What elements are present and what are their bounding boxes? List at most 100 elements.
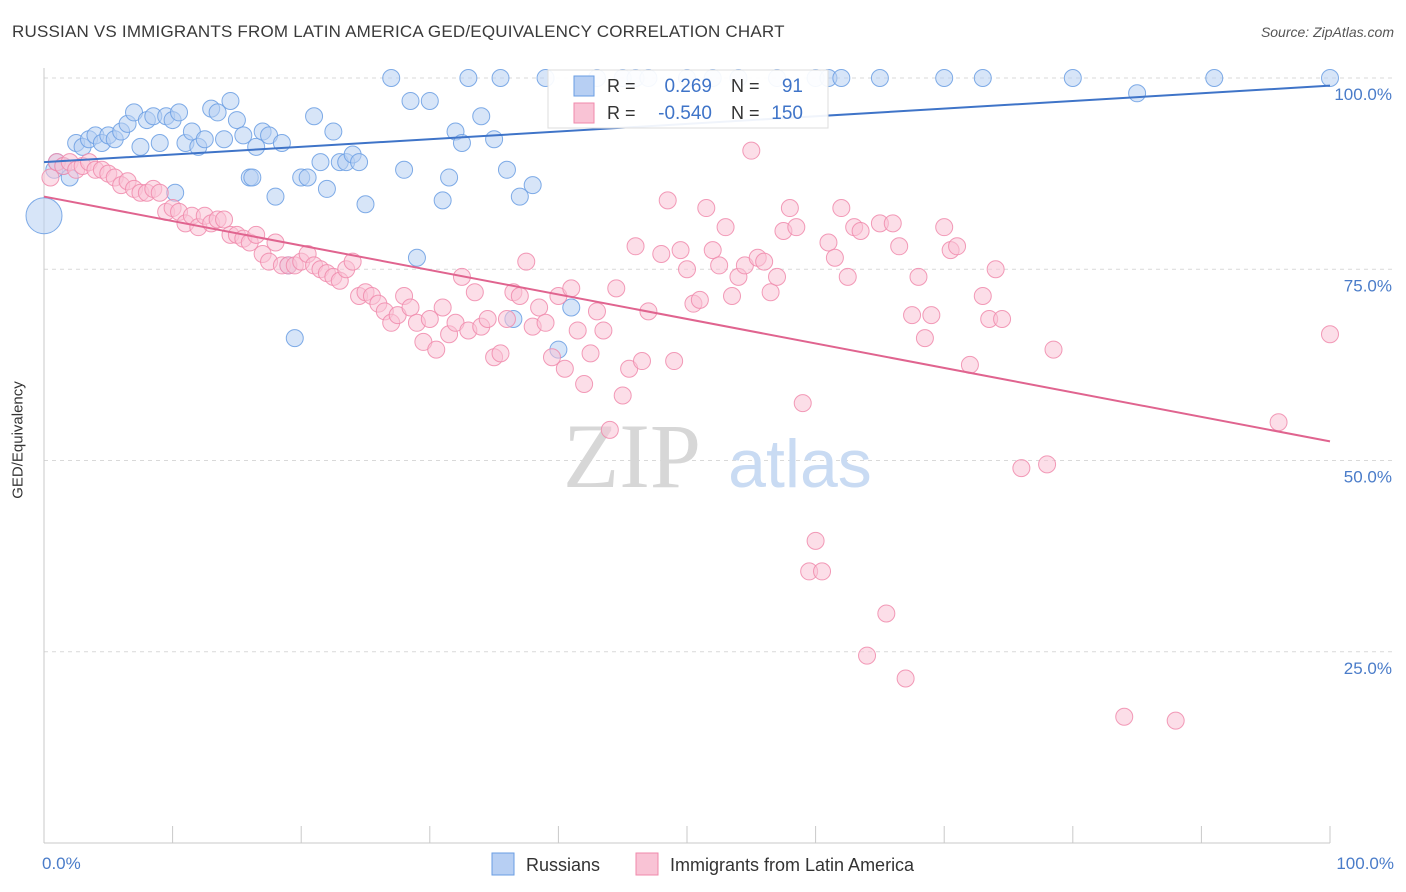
stats-n-value: 150 (771, 103, 803, 124)
latin-america-point (890, 237, 909, 256)
stats-r-label: R = (607, 103, 636, 123)
latin-america-point (510, 287, 529, 306)
bottom-legend-swatch (491, 852, 515, 876)
latin-america-point (723, 287, 742, 306)
latin-america-point (555, 359, 574, 378)
latin-america-point (877, 604, 896, 623)
gridlines (44, 77, 1392, 653)
x-tick-label: 0.0% (42, 854, 81, 873)
russians-point (311, 153, 330, 172)
stats-n-label: N = (731, 103, 760, 123)
latin-america-point (710, 256, 729, 275)
latin-america-point (935, 218, 954, 237)
latin-america-point (517, 252, 536, 271)
stats-r-value: -0.540 (658, 103, 712, 124)
russians-point (510, 187, 529, 206)
latin-america-point (542, 348, 561, 367)
latin-america-point (768, 267, 787, 286)
latin-america-point (858, 646, 877, 665)
chart-title: RUSSIAN VS IMMIGRANTS FROM LATIN AMERICA… (12, 22, 785, 41)
latin-america-point (594, 321, 613, 340)
stats-n-label: N = (731, 76, 760, 96)
latin-america-point (536, 313, 555, 332)
watermark-atlas: atlas (728, 426, 872, 502)
russians-point (195, 130, 214, 149)
latin-america-point (948, 237, 967, 256)
latin-america-point (697, 199, 716, 218)
latin-america-point (1115, 707, 1134, 726)
latin-america-point (703, 241, 722, 260)
russians-point (324, 122, 343, 141)
latin-america-point (832, 199, 851, 218)
russians-point (452, 134, 471, 153)
watermark-zip: ZIP (563, 405, 701, 507)
russians-point (305, 107, 324, 126)
russians-point (1321, 69, 1339, 87)
latin-america-trend-line (43, 195, 1331, 443)
russians-point (395, 160, 414, 179)
stats-legend-swatch (573, 75, 595, 97)
latin-america-point (1044, 340, 1063, 359)
stats-legend-swatch (573, 102, 595, 124)
latin-america-point (761, 283, 780, 302)
latin-america-point (819, 233, 838, 252)
latin-america-point (806, 531, 825, 550)
bottom-legend-swatch (635, 852, 659, 876)
latin-america-point (343, 252, 362, 271)
data-points (25, 69, 1339, 730)
latin-america-point (896, 669, 915, 688)
latin-america-point (150, 183, 169, 202)
latin-america-point (41, 168, 60, 187)
latin-america-point (1166, 711, 1185, 730)
latin-america-point (838, 267, 857, 286)
latin-america-point (652, 244, 671, 263)
axes (43, 68, 1331, 844)
russians-point (208, 103, 227, 122)
russians-point (401, 91, 420, 110)
russians-point (523, 176, 542, 195)
latin-america-point (613, 386, 632, 405)
latin-america-point (215, 210, 234, 229)
legend-russians: Russians (526, 855, 600, 875)
russians-point (215, 130, 234, 149)
latin-america-point (465, 283, 484, 302)
russians-point (491, 69, 510, 87)
latin-america-point (420, 309, 439, 328)
latin-america-point (587, 302, 606, 321)
y-tick-label: 75.0% (1344, 276, 1392, 295)
russians-point (440, 168, 459, 187)
legend-latin-america: Immigrants from Latin America (670, 855, 915, 875)
latin-america-point (568, 321, 587, 340)
latin-america-point (600, 420, 619, 439)
latin-america-point (716, 218, 735, 237)
latin-america-point (825, 248, 844, 267)
latin-america-point (922, 306, 941, 325)
russians-point (25, 197, 63, 235)
russians-point (433, 191, 452, 210)
russians-point (382, 69, 401, 87)
russians-point (247, 137, 266, 156)
latin-america-point (690, 290, 709, 309)
latin-america-point (497, 309, 516, 328)
latin-america-point (478, 309, 497, 328)
latin-america-point (793, 394, 812, 413)
russians-point (131, 137, 150, 156)
russians-point (150, 134, 169, 153)
latin-america-point (632, 352, 651, 371)
latin-america-point (851, 222, 870, 240)
stats-n-value: 91 (782, 76, 803, 97)
russians-point (407, 248, 426, 267)
russians-point (227, 111, 246, 130)
latin-america-point (671, 241, 690, 260)
russians-point (472, 107, 491, 126)
latin-america-point (401, 298, 420, 317)
latin-america-point (491, 344, 510, 363)
russians-point (266, 187, 285, 206)
latin-america-point (1038, 455, 1057, 474)
y-tick-label: 50.0% (1344, 468, 1392, 487)
latin-america-point (665, 352, 684, 371)
russians-point (973, 69, 992, 87)
stats-r-value: 0.269 (664, 76, 712, 97)
stats-r-label: R = (607, 76, 636, 96)
